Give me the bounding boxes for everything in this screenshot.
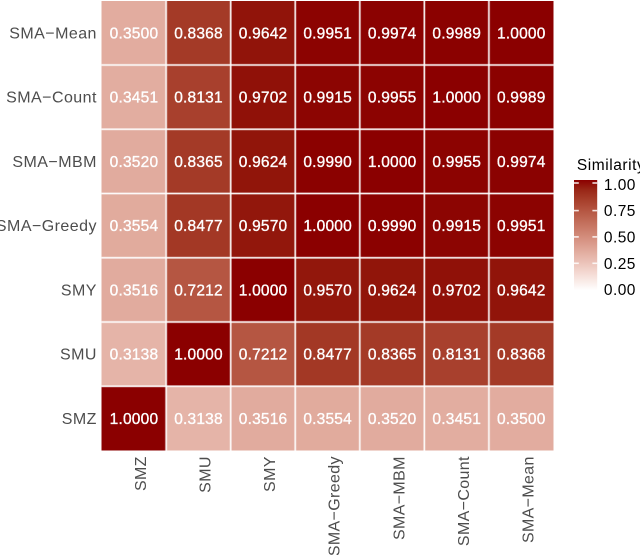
svg-text:0.8368: 0.8368 [174,25,223,42]
svg-text:0.8365: 0.8365 [174,154,223,171]
svg-text:1.0000: 1.0000 [303,218,352,235]
svg-text:0.75: 0.75 [604,203,636,220]
svg-text:SMU: SMU [198,456,215,493]
svg-text:0.7212: 0.7212 [239,347,288,364]
svg-text:0.25: 0.25 [604,256,636,273]
svg-text:0.8477: 0.8477 [303,347,352,364]
svg-text:0.9974: 0.9974 [497,154,546,171]
svg-text:0.8477: 0.8477 [174,218,223,235]
svg-text:0.8131: 0.8131 [432,347,481,364]
svg-text:1.0000: 1.0000 [497,25,546,42]
svg-text:SMZ: SMZ [133,456,150,491]
svg-text:0.9915: 0.9915 [432,218,481,235]
svg-text:0.9989: 0.9989 [432,25,481,42]
svg-text:SMA−MBM: SMA−MBM [391,456,408,540]
svg-text:0.9951: 0.9951 [303,25,352,42]
svg-text:1.0000: 1.0000 [239,282,288,299]
svg-text:0.9989: 0.9989 [497,90,546,107]
svg-text:SMY: SMY [262,456,279,492]
svg-text:0.9990: 0.9990 [303,154,352,171]
svg-text:0.3138: 0.3138 [174,411,223,428]
svg-text:0.8365: 0.8365 [368,347,417,364]
svg-text:SMA−Greedy: SMA−Greedy [327,456,344,555]
svg-text:SMU: SMU [60,347,97,364]
svg-text:0.9702: 0.9702 [239,90,288,107]
svg-text:0.9955: 0.9955 [368,90,417,107]
svg-text:0.3554: 0.3554 [110,218,159,235]
svg-text:1.00: 1.00 [604,177,636,194]
svg-text:0.3500: 0.3500 [110,25,159,42]
svg-text:0.9642: 0.9642 [239,25,288,42]
svg-text:0.9624: 0.9624 [239,154,288,171]
svg-text:SMA−Count: SMA−Count [456,456,473,546]
svg-text:0.3451: 0.3451 [432,411,481,428]
svg-text:0.3520: 0.3520 [368,411,417,428]
svg-text:1.0000: 1.0000 [368,154,417,171]
svg-text:0.7212: 0.7212 [174,282,223,299]
svg-text:SMY: SMY [61,282,97,299]
svg-text:SMZ: SMZ [62,411,97,428]
svg-text:0.3138: 0.3138 [110,347,159,364]
svg-text:Similarity: Similarity [577,157,640,174]
svg-text:0.9955: 0.9955 [432,154,481,171]
svg-text:0.50: 0.50 [604,230,636,247]
svg-text:0.3516: 0.3516 [110,282,159,299]
svg-text:SMA−Mean: SMA−Mean [9,25,97,42]
svg-text:0.00: 0.00 [604,282,636,299]
svg-text:0.3520: 0.3520 [110,154,159,171]
svg-text:0.8368: 0.8368 [497,347,546,364]
svg-text:0.3500: 0.3500 [497,411,546,428]
svg-text:1.0000: 1.0000 [110,411,159,428]
svg-text:0.9702: 0.9702 [432,282,481,299]
svg-text:0.9990: 0.9990 [368,218,417,235]
svg-text:0.8131: 0.8131 [174,90,223,107]
svg-text:SMA−Count: SMA−Count [6,90,97,107]
svg-text:0.9642: 0.9642 [497,282,546,299]
svg-text:SMA−MBM: SMA−MBM [12,154,97,171]
svg-text:1.0000: 1.0000 [432,90,481,107]
svg-text:0.9570: 0.9570 [239,218,288,235]
svg-text:0.9570: 0.9570 [303,282,352,299]
svg-text:0.9951: 0.9951 [497,218,546,235]
svg-text:0.3554: 0.3554 [303,411,352,428]
svg-text:1.0000: 1.0000 [174,347,223,364]
svg-text:0.9974: 0.9974 [368,25,417,42]
svg-text:0.9915: 0.9915 [303,90,352,107]
svg-text:0.9624: 0.9624 [368,282,417,299]
svg-text:SMA−Greedy: SMA−Greedy [0,218,97,235]
svg-text:0.3516: 0.3516 [239,411,288,428]
svg-text:SMA−Mean: SMA−Mean [520,456,537,543]
svg-text:0.3451: 0.3451 [110,90,159,107]
